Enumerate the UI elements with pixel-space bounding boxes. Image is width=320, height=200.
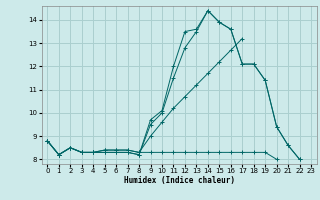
X-axis label: Humidex (Indice chaleur): Humidex (Indice chaleur) bbox=[124, 176, 235, 185]
